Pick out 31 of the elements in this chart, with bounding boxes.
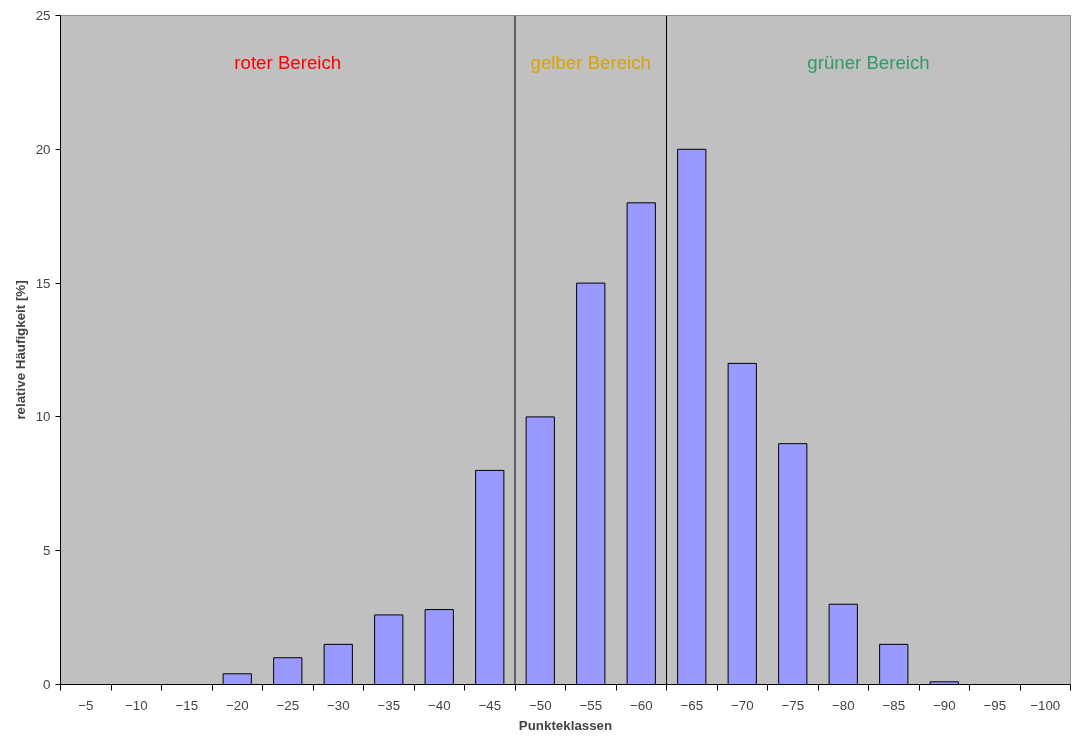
y-tick-label: 0 bbox=[43, 677, 51, 692]
x-tick-label: −5 bbox=[78, 697, 94, 713]
x-tick-label: −90 bbox=[932, 697, 956, 713]
band-label: roter Bereich bbox=[234, 51, 342, 73]
x-tick-label: −15 bbox=[175, 697, 199, 713]
x-tick-label: −45 bbox=[478, 697, 502, 713]
x-tick-label: −75 bbox=[781, 697, 805, 713]
x-tick-label: −25 bbox=[276, 697, 300, 713]
x-tick-label: −85 bbox=[882, 697, 906, 713]
band-label: grüner Bereich bbox=[807, 51, 930, 73]
x-tick-label: −95 bbox=[983, 697, 1007, 713]
x-tick-label: −60 bbox=[629, 697, 653, 713]
x-tick-label: −10 bbox=[124, 697, 148, 713]
y-tick-label: 15 bbox=[35, 275, 51, 291]
y-axis-title: relative Häufigkeit [%] bbox=[12, 280, 28, 420]
band-label: gelber Bereich bbox=[530, 51, 651, 73]
x-tick-label: −80 bbox=[831, 697, 855, 713]
y-tick-label: 5 bbox=[43, 543, 51, 559]
x-tick-label: −40 bbox=[427, 697, 451, 713]
x-axis-title: Punkteklassen bbox=[518, 717, 613, 733]
x-tick-label: −65 bbox=[680, 697, 704, 713]
x-tick-label: −50 bbox=[528, 697, 552, 713]
y-tick-label: 25 bbox=[35, 8, 51, 23]
y-tick-label: 20 bbox=[35, 141, 51, 157]
x-tick-label: −70 bbox=[730, 697, 754, 713]
x-tick-label: −35 bbox=[377, 697, 401, 713]
y-tick-label: 10 bbox=[35, 409, 51, 425]
x-tick-label: −20 bbox=[225, 697, 249, 713]
x-tick-label: −100 bbox=[1030, 697, 1061, 713]
x-tick-label: −55 bbox=[579, 697, 603, 713]
x-tick-label: −30 bbox=[326, 697, 350, 713]
